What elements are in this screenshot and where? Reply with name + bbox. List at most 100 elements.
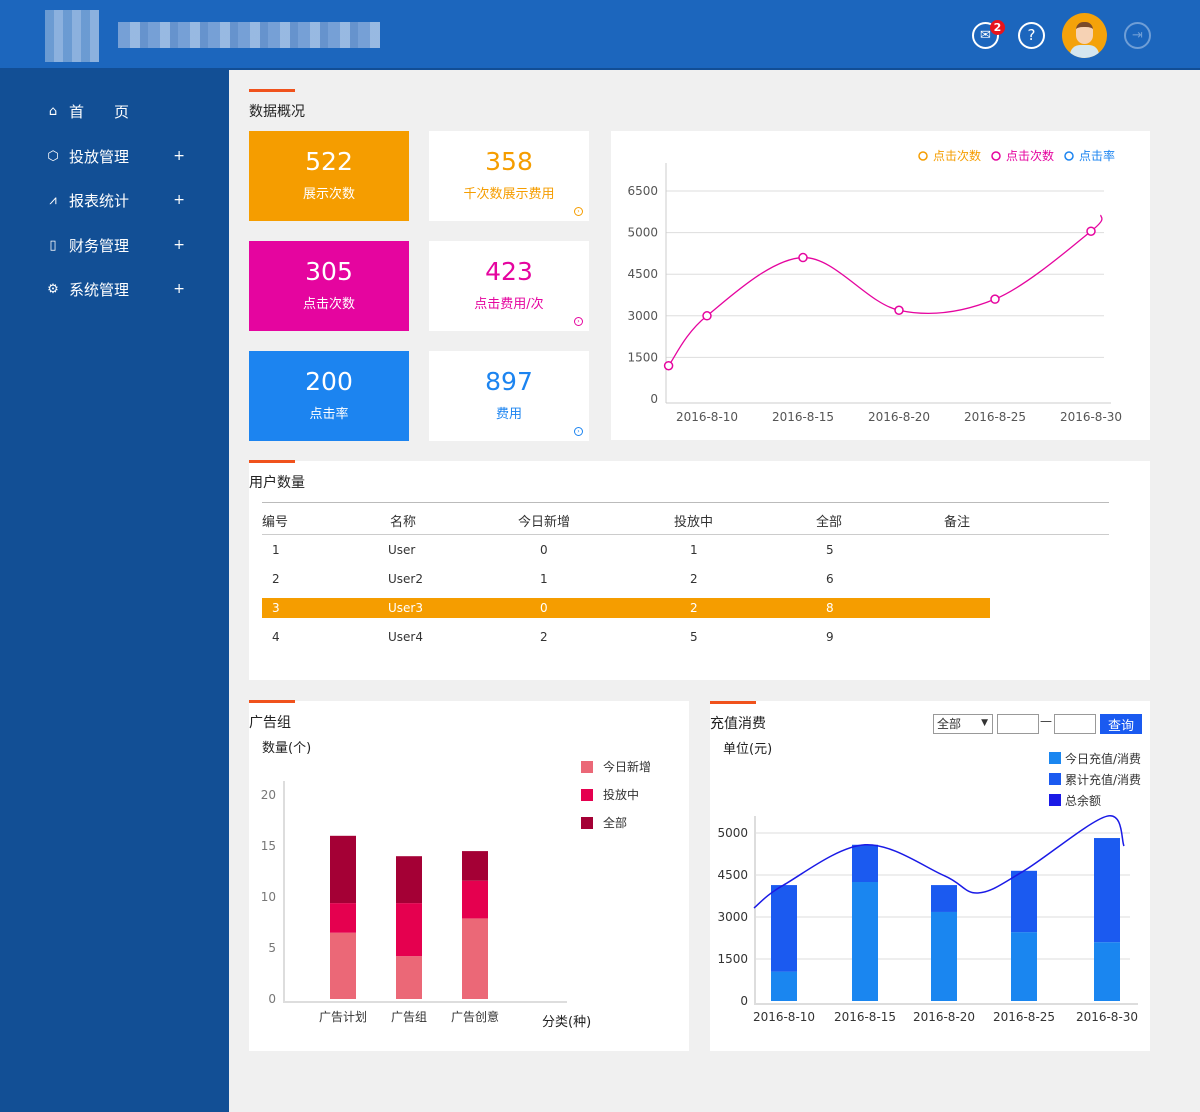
legend-label: 点击次数 xyxy=(1006,148,1054,163)
table-row[interactable]: 3 User3 0 2 8 xyxy=(262,598,990,618)
range-select[interactable]: 全部 ▼ xyxy=(933,714,993,734)
data-point xyxy=(990,294,1000,304)
users-panel xyxy=(249,461,1150,680)
help-icon[interactable]: ? xyxy=(1018,22,1045,49)
finance-icon: ▯ xyxy=(49,237,57,253)
logo xyxy=(45,10,99,62)
overview-title: 数据概况 xyxy=(249,89,305,121)
stat-card[interactable]: 897 费用 › xyxy=(429,351,589,441)
mail-icon[interactable]: ✉ xyxy=(972,22,999,49)
adgroup-panel: 数量(个) 分类(种) 0 5 10 15 20 广告计划 广告组 广告创意 今日新增 投放中 全部 xyxy=(249,701,689,1051)
stat-card[interactable]: 423 点击费用/次 › xyxy=(429,241,589,331)
y-tick-label: 15 xyxy=(261,839,276,853)
legend-label: 累计充值/消费 xyxy=(1065,772,1141,787)
stat-label: 点击费用/次 xyxy=(474,297,544,312)
table-cell: 4 xyxy=(272,630,280,644)
y-axis-title: 数量(个) xyxy=(262,741,311,756)
stat-label: 千次数展示费用 xyxy=(463,187,555,202)
expand-icon[interactable]: + xyxy=(173,281,185,297)
expand-icon[interactable]: + xyxy=(173,148,185,164)
y-tick-label: 4500 xyxy=(627,267,658,281)
legend-swatch xyxy=(1049,773,1061,785)
bar-segment xyxy=(1011,870,1037,933)
legend-marker xyxy=(991,151,1001,161)
table-cell: 5 xyxy=(690,630,698,644)
recharge-title: 充值消费 xyxy=(710,701,766,733)
chart-icon: ⩘ xyxy=(49,192,57,208)
query-button[interactable]: 查询 xyxy=(1100,714,1142,734)
legend-swatch xyxy=(1049,794,1061,806)
y-tick-label: 5000 xyxy=(717,826,748,840)
sidebar-item-home[interactable]: ⌂ 首 页 xyxy=(45,99,195,123)
start-date-input[interactable] xyxy=(997,714,1039,734)
table-cell: 2 xyxy=(690,601,698,615)
table-cell: 2 xyxy=(690,572,698,586)
y-tick-label: 1500 xyxy=(717,952,748,966)
legend-label: 今日新增 xyxy=(603,759,651,774)
data-point xyxy=(1086,226,1096,236)
legend-swatch xyxy=(581,761,593,773)
sidebar-item-finance[interactable]: ▯ 财务管理 + xyxy=(45,233,195,257)
brand-name-blurred xyxy=(118,22,380,48)
bar-segment xyxy=(931,911,957,1001)
recharge-panel: 单位(元) 0 1500 3000 4500 5000 2016-8-10 2016-8-15… xyxy=(710,701,1150,1051)
y-tick-label: 1500 xyxy=(627,350,658,364)
logout-icon[interactable]: ⇥ xyxy=(1124,22,1151,49)
table-cell: 3 xyxy=(272,601,280,615)
column-header[interactable]: 名称 xyxy=(390,515,417,530)
sidebar-item-system[interactable]: ⚙ 系统管理 + xyxy=(45,277,195,301)
expand-icon[interactable]: + xyxy=(173,192,185,208)
stat-label: 点击次数 xyxy=(302,297,355,312)
expand-icon[interactable]: + xyxy=(173,237,185,253)
arrow-right-icon[interactable]: › xyxy=(574,207,583,216)
users-title: 用户数量 xyxy=(249,460,305,492)
legend-swatch xyxy=(581,817,593,829)
line-chart: 0 1500 3000 4500 5000 6500 2016-8-10 2016-8-15 2… xyxy=(627,148,1122,424)
stat-label: 点击率 xyxy=(309,407,349,422)
legend-marker xyxy=(1064,151,1074,161)
bar-segment xyxy=(462,918,488,999)
x-tick-label: 广告计划 xyxy=(319,1010,367,1024)
stat-card[interactable]: 305 点击次数 xyxy=(249,241,409,331)
column-header[interactable]: 备注 xyxy=(944,515,971,530)
legend-label: 总余额 xyxy=(1065,793,1101,808)
table-header xyxy=(262,502,1109,535)
data-point xyxy=(894,305,904,316)
arrow-right-icon[interactable]: › xyxy=(574,317,583,326)
table-cell: 8 xyxy=(826,601,834,615)
line-chart-panel: 0 1500 3000 4500 5000 6500 2016-8-10 2016-8-15 2… xyxy=(611,131,1150,440)
x-tick-label: 2016-8-25 xyxy=(964,410,1026,424)
stat-card[interactable]: 358 千次数展示费用 › xyxy=(429,131,589,221)
sidebar-item-delivery[interactable]: ⬡ 投放管理 + xyxy=(45,144,195,168)
stat-card[interactable]: 522 展示次数 xyxy=(249,131,409,221)
bar-segment xyxy=(1094,838,1120,943)
stat-value: 200 xyxy=(305,367,353,396)
adgroup-title: 广告组 xyxy=(249,700,295,732)
legend-label: 点击率 xyxy=(1079,148,1115,163)
x-tick-label: 2016-8-30 xyxy=(1060,410,1122,424)
table-row[interactable]: 2 User2 1 2 6 xyxy=(262,569,990,589)
stat-card[interactable]: 200 点击率 xyxy=(249,351,409,441)
bar-segment xyxy=(771,971,797,1001)
column-header[interactable]: 今日新增 xyxy=(518,515,571,530)
column-header[interactable]: 编号 xyxy=(262,515,289,530)
x-tick-label: 2016-8-10 xyxy=(676,410,738,424)
table-cell: 0 xyxy=(540,601,548,615)
column-header[interactable]: 投放中 xyxy=(674,515,714,530)
end-date-input[interactable] xyxy=(1054,714,1096,734)
dropdown-arrow-icon: ▼ xyxy=(981,718,988,728)
series-line xyxy=(753,815,1125,909)
sidebar-item-reports[interactable]: ⩘ 报表统计 + xyxy=(45,188,195,212)
bar-segment xyxy=(931,885,957,912)
stat-label: 费用 xyxy=(495,407,522,422)
table-row[interactable]: 1 User 0 1 5 xyxy=(262,540,990,560)
table-row[interactable]: 4 User4 2 5 9 xyxy=(262,627,990,647)
avatar[interactable] xyxy=(1062,13,1107,58)
column-header[interactable]: 全部 xyxy=(816,515,843,530)
arrow-right-icon[interactable]: › xyxy=(574,427,583,436)
x-tick-label: 2016-8-20 xyxy=(913,1010,975,1024)
bar-segment xyxy=(771,885,797,972)
cube-icon: ⬡ xyxy=(47,148,59,164)
y-tick-label: 3000 xyxy=(627,309,658,323)
